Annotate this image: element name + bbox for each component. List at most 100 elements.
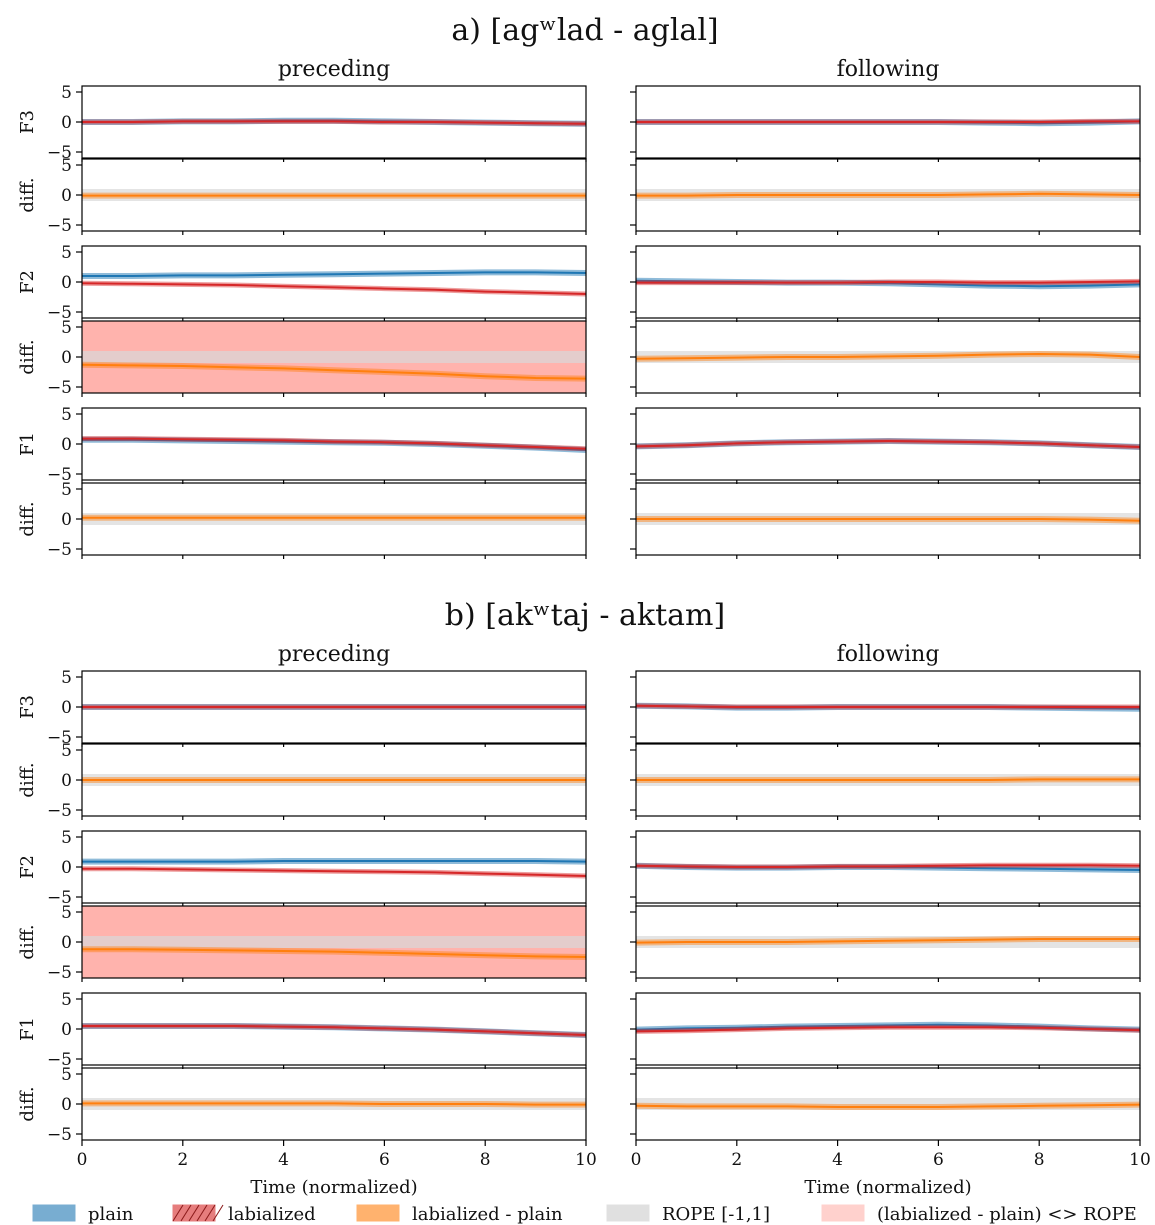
subplot-b-preceding-f3: −5 0 5 F3 bbox=[17, 668, 587, 748]
subplot-b-following-f3-diff bbox=[630, 743, 1141, 820]
legend-hatch bbox=[172, 1204, 184, 1222]
y-tick-label: −5 bbox=[47, 216, 72, 236]
diff-line bbox=[635, 1103, 1141, 1108]
subplot-a-following-f3-diff bbox=[630, 158, 1141, 235]
y-tick-label: 0 bbox=[61, 771, 72, 791]
y-tick-label: −5 bbox=[47, 801, 72, 821]
y-tick-label: 5 bbox=[61, 318, 72, 338]
y-tick-label: −5 bbox=[47, 303, 72, 323]
legend-label: labialized bbox=[228, 1204, 316, 1225]
legend-item-rope-outside: (labialized - plain) <> ROPE bbox=[821, 1204, 1137, 1225]
y-axis-label: F2 bbox=[17, 270, 38, 294]
x-tick-label: 8 bbox=[1034, 1150, 1045, 1170]
y-tick-label: −5 bbox=[47, 888, 72, 908]
diff-line bbox=[635, 938, 1140, 944]
subplot-a-preceding-f2: −5 0 5 F2 bbox=[17, 243, 587, 323]
x-tick-label: 10 bbox=[1129, 1150, 1151, 1170]
y-tick-label: 0 bbox=[61, 435, 72, 455]
x-axis-label-following: Time (normalized) bbox=[804, 1177, 971, 1198]
legend-hatch bbox=[180, 1204, 192, 1222]
diff-line bbox=[82, 1102, 586, 1106]
y-axis-label: diff. bbox=[17, 501, 38, 536]
subplot-a-following-f2 bbox=[630, 245, 1141, 322]
y-tick-label: 0 bbox=[61, 1020, 72, 1040]
labialized-line bbox=[81, 282, 587, 295]
y-axis-label: F3 bbox=[17, 695, 38, 719]
legend-swatch bbox=[606, 1204, 650, 1222]
subplot-a-following-f3 bbox=[630, 85, 1141, 162]
rope-band bbox=[82, 936, 586, 948]
subplot-b-following-f2 bbox=[630, 830, 1141, 907]
legend-item-labialized: labialized bbox=[172, 1204, 316, 1225]
panel-a-title: a) [agʷlad - aglal] bbox=[451, 13, 718, 48]
y-tick-label: 5 bbox=[61, 828, 72, 848]
x-tick-label: 2 bbox=[731, 1150, 742, 1170]
y-tick-label: 0 bbox=[61, 113, 72, 133]
y-tick-label: 0 bbox=[61, 933, 72, 953]
diff-line bbox=[636, 192, 1141, 197]
labialized-band bbox=[82, 436, 587, 452]
diff-line bbox=[82, 948, 587, 958]
plain-line bbox=[82, 860, 587, 863]
subplot-a-preceding-f1-diff: −5 0 5 diff. bbox=[17, 480, 587, 560]
legend-hatch bbox=[188, 1204, 200, 1222]
labialized-line bbox=[82, 437, 587, 450]
y-axis-label: F3 bbox=[17, 110, 38, 134]
panel-b-following-title: following bbox=[837, 642, 940, 667]
legend-label: ROPE [-1,1] bbox=[662, 1204, 770, 1225]
axes-group: −505F3−505diff.−505F2−505diff.−505F1−505… bbox=[17, 83, 1151, 1170]
y-tick-label: −5 bbox=[47, 540, 72, 560]
y-tick-label: −5 bbox=[47, 378, 72, 398]
y-axis-label: diff. bbox=[17, 924, 38, 959]
y-tick-label: −5 bbox=[47, 728, 72, 748]
legend-label: (labialized - plain) <> ROPE bbox=[877, 1204, 1137, 1225]
y-tick-label: −5 bbox=[47, 143, 72, 163]
y-tick-label: 5 bbox=[61, 1065, 72, 1085]
subplot-a-following-f2-diff bbox=[630, 320, 1141, 397]
subplot-b-following-f2-diff bbox=[630, 905, 1141, 982]
y-axis-label: F1 bbox=[17, 1017, 38, 1041]
legend-item-plain: plain bbox=[32, 1204, 134, 1225]
x-tick-label: 10 bbox=[575, 1150, 597, 1170]
y-axis-label: diff. bbox=[17, 762, 38, 797]
plain-line bbox=[82, 271, 587, 277]
y-axis-label: F2 bbox=[17, 855, 38, 879]
y-tick-label: 5 bbox=[61, 741, 72, 761]
subplot-b-following-f1-diff: 0 2 4 6 8 10 bbox=[630, 1067, 1151, 1170]
legend-swatch bbox=[32, 1204, 76, 1222]
y-tick-label: 0 bbox=[61, 510, 72, 530]
legend-label: plain bbox=[88, 1204, 134, 1225]
legend-hatch bbox=[212, 1204, 224, 1222]
x-tick-label: 2 bbox=[177, 1150, 188, 1170]
subplot-b-following-f3 bbox=[630, 670, 1141, 747]
x-tick-label: 4 bbox=[832, 1150, 843, 1170]
legend-hatch bbox=[204, 1204, 216, 1222]
labialized-line bbox=[82, 120, 587, 125]
subplot-a-preceding-f3: −5 0 5 F3 bbox=[17, 83, 587, 163]
legend-swatch bbox=[821, 1204, 865, 1222]
x-tick-label: 4 bbox=[278, 1150, 289, 1170]
labialized-line bbox=[635, 1026, 1141, 1033]
x-axis-label-preceding: Time (normalized) bbox=[250, 1177, 417, 1198]
y-axis-label: diff. bbox=[17, 339, 38, 374]
y-tick-label: −5 bbox=[47, 1125, 72, 1145]
y-tick-label: −5 bbox=[47, 963, 72, 983]
legend: plain labialized labialized - plain ROPE [-… bbox=[32, 1204, 1137, 1225]
panel-b-preceding-title: preceding bbox=[278, 642, 390, 667]
x-tick-label: 6 bbox=[379, 1150, 390, 1170]
x-tick-label: 0 bbox=[631, 1150, 642, 1170]
y-tick-label: 0 bbox=[61, 186, 72, 206]
rope-band bbox=[82, 351, 586, 363]
y-tick-label: 5 bbox=[61, 405, 72, 425]
y-tick-label: 5 bbox=[61, 156, 72, 176]
y-tick-label: −5 bbox=[47, 465, 72, 485]
legend-item-diff: labialized - plain bbox=[356, 1204, 563, 1225]
y-tick-label: −5 bbox=[47, 1050, 72, 1070]
labialized-line bbox=[636, 120, 1140, 123]
labialized-line bbox=[82, 867, 587, 877]
subplot-a-preceding-f3-diff: −5 0 5 diff. bbox=[17, 156, 587, 236]
subplot-a-following-f1-diff bbox=[630, 482, 1141, 559]
y-tick-label: 0 bbox=[61, 348, 72, 368]
diff-line bbox=[81, 363, 587, 380]
